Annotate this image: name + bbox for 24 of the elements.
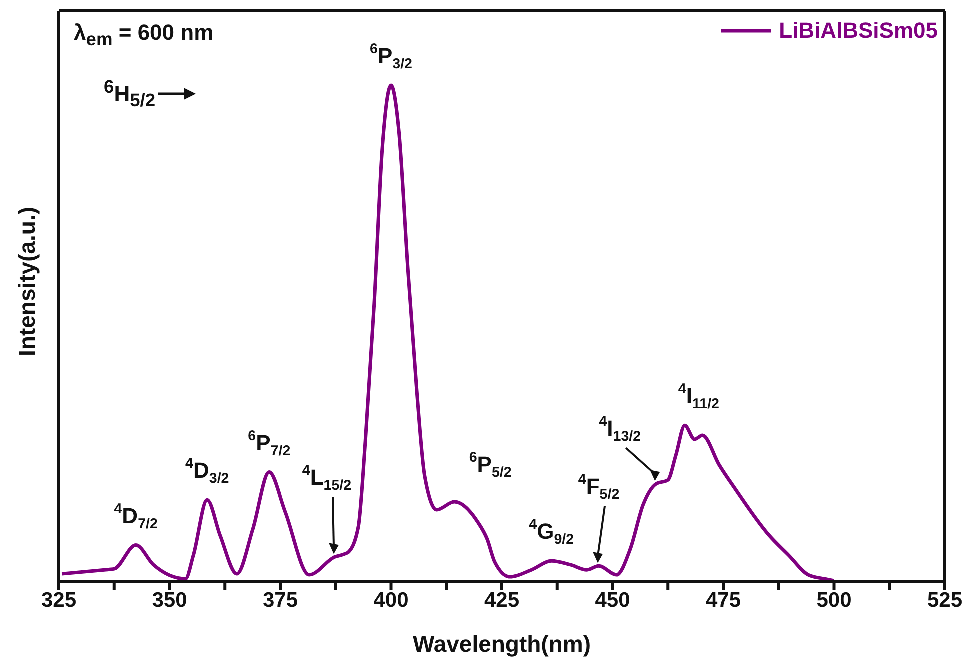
annotation: $^{4}$D$_{7/2}$: [114, 501, 158, 532]
x-tick-label: 400: [374, 588, 409, 612]
x-tick-label: 325: [41, 588, 77, 612]
x-tick-label: 350: [152, 588, 188, 612]
legend-label: LiBiAlBSiSm05: [779, 18, 938, 44]
annotation: $^{6}$P$_{5/2}$: [469, 450, 512, 481]
annotation: $^{6}$P$_{7/2}$: [248, 428, 291, 460]
annotation: $^{4}$D$_{3/2}$: [186, 456, 230, 487]
annotation: $^{4}$F$_{5/2}$: [578, 472, 620, 503]
x-tick-label: 475: [706, 588, 742, 612]
annotation: $^{6}$H$_{5/2}$: [104, 76, 156, 112]
y-axis-title: Intensity(a.u.): [14, 206, 40, 356]
x-tick-label: 525: [927, 588, 963, 612]
annotation: $^{6}$P$_{3/2}$: [370, 42, 413, 72]
x-tick-label: 450: [595, 588, 630, 612]
annotation: $^{4}$G$_{9/2}$: [529, 517, 574, 548]
annotation: $^{4}$I$_{13/2}$: [599, 414, 642, 446]
x-tick-label: 500: [816, 588, 852, 612]
x-axis-title: Wavelength(nm): [412, 631, 592, 657]
annotation: $^{4}$I$_{11/2}$: [678, 382, 720, 412]
x-tick-label: 375: [262, 588, 298, 612]
x-tick-label: 425: [484, 588, 520, 612]
text: λ$_{em}$ = 600 nm: [74, 20, 214, 50]
annotation: $^{4}$L$_{15/2}$: [302, 463, 352, 494]
